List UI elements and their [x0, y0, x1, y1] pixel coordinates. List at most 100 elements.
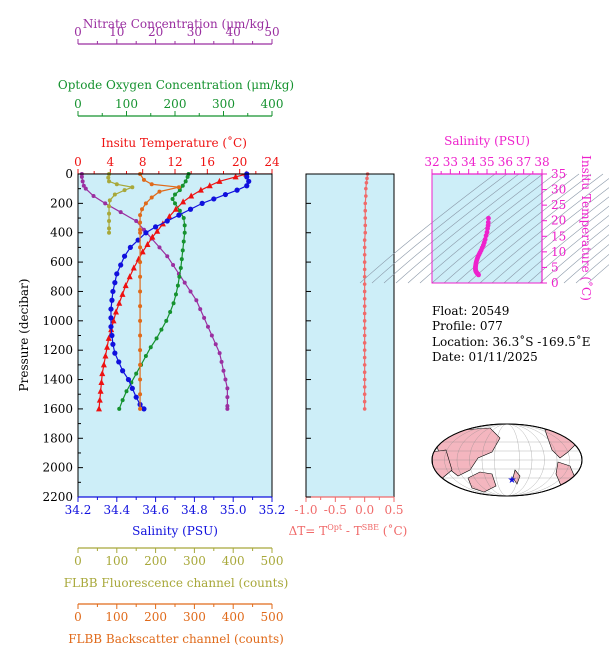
- delta-t-line: [364, 173, 369, 409]
- backscatter-point: [138, 213, 143, 218]
- delta-t-point: [362, 260, 367, 264]
- temperature-point: [172, 205, 179, 212]
- nitrate-point: [188, 289, 193, 294]
- salinity-tick-label: 35.2: [259, 503, 286, 517]
- nitrate-point: [118, 210, 123, 215]
- delta-t-point: [362, 252, 367, 257]
- fluorescence-point: [122, 188, 127, 193]
- temperature-point: [104, 343, 111, 350]
- nitrate-point: [225, 403, 230, 408]
- ts-temperature-tick-label: 15: [551, 229, 566, 243]
- backscatter-point: [143, 201, 148, 206]
- nitrate-point: [194, 298, 199, 303]
- temperature-point: [122, 282, 129, 289]
- ts-temperature-tick-label: 35: [551, 167, 566, 181]
- salinity-point: [129, 385, 135, 391]
- nitrate-point: [91, 194, 96, 199]
- fluorescence-point: [107, 211, 112, 216]
- salinity-point: [133, 394, 139, 400]
- nitrate-point: [182, 280, 187, 285]
- nitrate-point: [81, 183, 86, 188]
- temperature-point: [97, 387, 104, 394]
- salinity-line: [110, 174, 250, 410]
- ts-temperature-axis-label: Insitu Temperature (˚C): [579, 155, 594, 301]
- pressure-tick-label: 2000: [42, 461, 73, 475]
- nitrate-point: [198, 307, 203, 312]
- ts-point: [476, 272, 481, 278]
- delta-t-point: [362, 385, 367, 389]
- salinity-point: [116, 359, 122, 365]
- salinity-point: [112, 280, 118, 286]
- backscatter-point: [138, 230, 143, 235]
- backscatter-point: [138, 392, 143, 397]
- oxygen-point: [182, 230, 187, 235]
- temperature-point: [116, 299, 123, 306]
- oxygen-point: [178, 265, 183, 270]
- delta-t-point: [362, 326, 367, 330]
- ts-contour: [371, 173, 508, 284]
- float-location-star-icon: ★: [508, 475, 517, 486]
- nitrate-tick-label: 50: [264, 25, 279, 39]
- temperature-tick-label: 12: [167, 155, 182, 169]
- salinity-tick-label: 35.0: [220, 503, 247, 517]
- salinity-point: [120, 368, 126, 374]
- salinity-point: [110, 288, 116, 295]
- ts-salinity-tick-label: 34: [461, 155, 477, 169]
- fluorescence-point: [107, 179, 112, 184]
- float-id: Float: 20549: [432, 304, 510, 318]
- ts-contour: [539, 224, 609, 284]
- delta-t-tick-label: -1.0: [294, 503, 317, 517]
- ts-contour: [515, 205, 609, 284]
- ts-salinity-tick-label: 37: [516, 155, 531, 169]
- pressure-tick-label: 1400: [42, 373, 73, 387]
- salinity-point: [108, 324, 114, 330]
- pressure-tick-label: 200: [50, 196, 73, 210]
- delta-t-point: [362, 267, 367, 272]
- oxygen-point: [120, 398, 125, 403]
- oxygen-tick-label: 400: [261, 97, 284, 111]
- temperature-tick-label: 16: [200, 155, 215, 169]
- temperature-point: [98, 378, 105, 385]
- pressure-tick-label: 400: [50, 226, 73, 240]
- nitrate-point: [202, 315, 207, 320]
- delta-t-point: [362, 348, 367, 352]
- backscatter-point: [138, 318, 143, 323]
- salinity-point: [199, 200, 205, 206]
- temperature-point: [149, 233, 156, 240]
- ts-contour: [551, 234, 609, 284]
- temperature-point: [100, 361, 107, 368]
- delta-t-point: [362, 289, 367, 294]
- ts-contour: [479, 178, 609, 284]
- oxygen-point: [177, 208, 182, 213]
- oxygen-point: [168, 310, 173, 315]
- backscatter-point: [149, 195, 154, 200]
- backscatter-point: [138, 274, 143, 279]
- salinity-point: [141, 406, 147, 412]
- delta-t-point: [363, 230, 368, 235]
- fluorescence-point: [107, 218, 112, 223]
- salinity-point: [211, 196, 217, 202]
- ts-point: [486, 215, 491, 221]
- fluorescence-tick-label: 400: [222, 554, 245, 568]
- delta-t-point: [362, 407, 367, 411]
- nitrate-point: [213, 342, 218, 347]
- ts-temperature-tick-label: 10: [551, 245, 566, 259]
- temperature-point: [126, 273, 133, 280]
- oxygen-point: [171, 301, 176, 306]
- oxygen-point: [164, 318, 169, 323]
- salinity-point: [118, 262, 124, 268]
- fluorescence-tick-label: 200: [144, 554, 167, 568]
- ts-contour: [503, 196, 609, 284]
- temperature-point: [206, 182, 213, 189]
- nitrate-point: [157, 245, 162, 250]
- nitrate-point: [221, 368, 226, 373]
- fluorescence-point: [112, 192, 117, 197]
- delta-t-point: [362, 341, 367, 345]
- profile-series: [79, 170, 252, 412]
- ts-salinity-tick-label: 36: [498, 155, 513, 169]
- temperature-point: [96, 396, 103, 403]
- temperature-point: [216, 177, 223, 184]
- ts-density-contours: [359, 173, 609, 284]
- salinity-point: [143, 230, 149, 236]
